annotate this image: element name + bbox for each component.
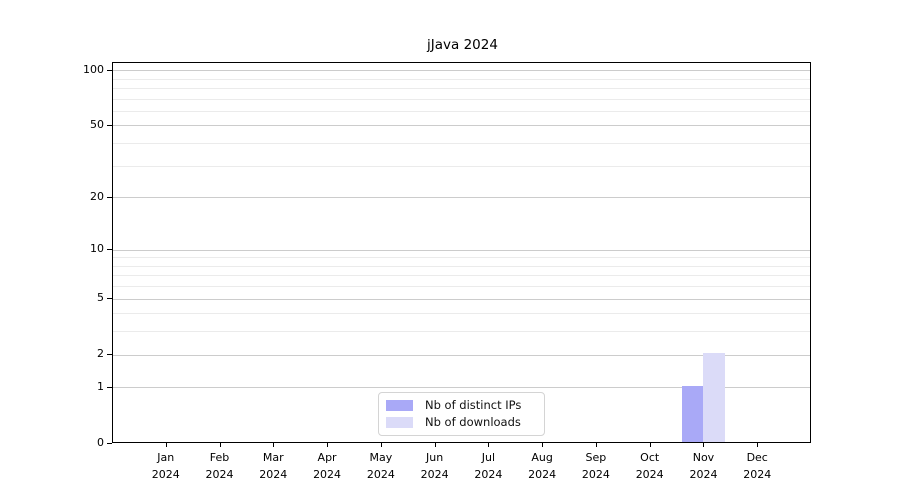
x-tick-month: Sep: [585, 451, 607, 464]
x-tick-month: Jun: [426, 451, 444, 464]
y-tick-label-20: 20: [90, 189, 104, 203]
legend: Nb of distinct IPs Nb of downloads: [378, 392, 545, 436]
gridline-major-10: [113, 249, 810, 251]
y-tick-label-50: 50: [90, 117, 104, 131]
y-tick-label-1: 1: [97, 379, 104, 393]
gridline-major-100: [113, 70, 810, 72]
x-tick-year: 2024: [689, 467, 718, 481]
y-tick-label-0: 0: [97, 436, 104, 449]
x-tick-year: 2024: [528, 467, 557, 481]
x-tick-year: 2024: [743, 467, 772, 481]
gridline-minor-40: [113, 143, 810, 145]
gridline-minor-3: [113, 331, 810, 333]
legend-item: Nb of distinct IPs: [386, 399, 537, 412]
x-tick-mark-jun: [434, 443, 436, 447]
x-tick-mark-nov: [703, 443, 705, 447]
x-tick-year: 2024: [205, 467, 234, 481]
y-tick-label-100: 100: [83, 62, 104, 76]
x-tick-label-dec: Dec 2024: [725, 450, 789, 483]
gridline-major-1: [113, 387, 810, 389]
x-tick-mark-feb: [219, 443, 221, 447]
x-tick-month: May: [369, 451, 393, 464]
legend-label: Nb of downloads: [425, 415, 521, 429]
y-tick-mark-100: [107, 69, 112, 71]
y-tick-mark-10: [107, 249, 112, 250]
x-tick-mark-apr: [327, 443, 329, 447]
y-tick-label-5: 5: [97, 291, 104, 305]
gridline-minor-90: [113, 78, 810, 80]
x-tick-year: 2024: [474, 467, 503, 481]
bar-nb-of-downloads-nov: [703, 353, 725, 442]
x-tick-label-jun: Jun 2024: [403, 450, 467, 483]
x-tick-label-oct: Oct 2024: [618, 450, 682, 483]
x-tick-label-feb: Feb 2024: [188, 450, 252, 483]
x-tick-month: Jan: [157, 451, 175, 464]
bars-layer: [113, 63, 810, 442]
gridline-major-5: [113, 298, 810, 300]
chart-title: jJava 2024: [427, 37, 498, 53]
y-tick-mark-1: [107, 386, 112, 388]
legend-swatch: [386, 417, 413, 428]
x-tick-month: Oct: [640, 451, 660, 464]
x-tick-month: Nov: [692, 451, 715, 464]
x-tick-label-nov: Nov 2024: [671, 450, 735, 483]
x-tick-year: 2024: [581, 467, 610, 481]
x-tick-month: Jul: [481, 451, 496, 464]
gridline-major-2: [113, 354, 810, 356]
x-tick-label-jul: Jul 2024: [456, 450, 520, 483]
x-tick-label-sep: Sep 2024: [564, 450, 628, 483]
gridline-minor-7: [113, 275, 810, 277]
gridline-minor-30: [113, 165, 810, 167]
x-tick-label-apr: Apr 2024: [295, 450, 359, 483]
y-tick-label-2: 2: [97, 347, 104, 361]
x-tick-year: 2024: [259, 467, 288, 481]
gridline-minor-60: [113, 110, 810, 112]
y-tick-mark-5: [107, 298, 112, 300]
gridline-minor-6: [113, 286, 810, 288]
x-tick-year: 2024: [313, 467, 342, 481]
x-tick-mark-oct: [649, 443, 651, 447]
x-tick-year: 2024: [420, 467, 449, 481]
x-tick-mark-jan: [165, 443, 167, 447]
legend-label: Nb of distinct IPs: [425, 398, 522, 412]
gridline-minor-9: [113, 257, 810, 259]
gridline-minor-70: [113, 98, 810, 100]
x-tick-label-may: May 2024: [349, 450, 413, 483]
x-tick-mark-may: [380, 443, 382, 447]
x-tick-year: 2024: [366, 467, 395, 481]
x-tick-mark-aug: [542, 443, 544, 447]
bar-nb-of-distinct-ips-nov: [681, 385, 704, 442]
gridline-minor-80: [113, 87, 810, 89]
plot-area: [112, 62, 811, 443]
gridline-major-20: [113, 197, 810, 199]
legend-swatch: [386, 400, 413, 411]
x-tick-month: Aug: [531, 451, 553, 464]
gridlines-layer: [113, 63, 810, 442]
x-tick-mark-jul: [488, 443, 490, 447]
gridline-major-50: [113, 125, 810, 127]
legend-item: Nb of downloads: [386, 416, 537, 429]
x-tick-label-jan: Jan 2024: [134, 450, 198, 483]
x-tick-label-aug: Aug 2024: [510, 450, 574, 483]
gridline-minor-4: [113, 313, 810, 315]
x-tick-mark-mar: [273, 443, 275, 447]
x-tick-year: 2024: [635, 467, 664, 481]
x-tick-month: Mar: [262, 451, 284, 464]
y-tick-mark-50: [107, 124, 112, 126]
x-tick-month: Dec: [746, 451, 768, 464]
y-tick-mark-20: [107, 196, 112, 198]
x-tick-mark-sep: [595, 443, 597, 447]
y-tick-mark-2: [107, 354, 112, 356]
x-tick-label-mar: Mar 2024: [241, 450, 305, 483]
x-tick-month: Feb: [209, 451, 230, 464]
x-tick-mark-dec: [757, 443, 759, 447]
y-tick-label-10: 10: [90, 242, 104, 255]
x-tick-month: Apr: [317, 451, 337, 464]
x-tick-year: 2024: [151, 467, 180, 481]
gridline-minor-8: [113, 265, 810, 267]
y-tick-mark-0: [107, 443, 112, 444]
